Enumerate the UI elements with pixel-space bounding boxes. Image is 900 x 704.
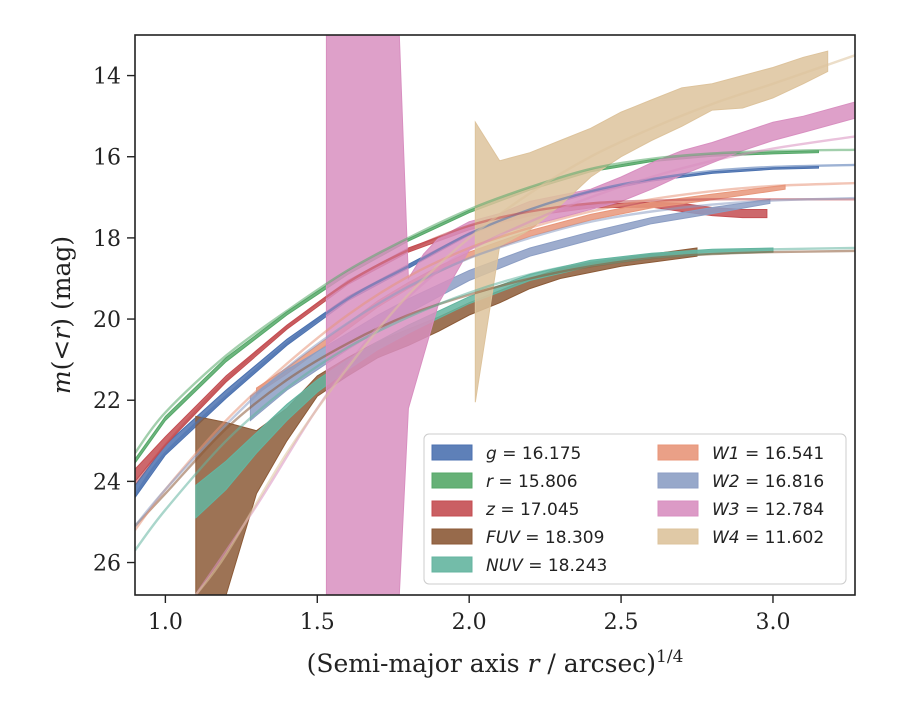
legend: g = 16.175 r = 15.806 z = 17.045 FUV = 18.3… (423, 433, 847, 585)
y-tick-label: 14 (93, 65, 121, 90)
legend-swatch-w1 (657, 444, 699, 461)
legend-item-w1: W1 = 16.541 (657, 444, 824, 464)
legend-swatch-w4 (657, 528, 699, 545)
y-axis-label: m(<r) (mag) (47, 236, 76, 394)
legend-item-w3: W3 = 12.784 (657, 500, 824, 520)
fit-line-w2 (135, 196, 855, 527)
legend-label-w4: W4 = 11.602 (712, 528, 824, 548)
y-tick-label: 16 (93, 146, 121, 171)
legend-swatch-z (431, 500, 473, 517)
legend-label-nuv: NUV = 18.243 (486, 556, 607, 576)
y-tick-label: 26 (93, 552, 121, 577)
y-axis: 14 16 18 20 22 24 26 (93, 65, 135, 577)
legend-item-w4: W4 = 11.602 (657, 528, 824, 548)
x-tick-label: 1.0 (148, 610, 183, 635)
plot-frame (134, 34, 856, 596)
y-tick-label: 24 (93, 470, 121, 495)
y-tick-label: 18 (93, 227, 121, 252)
fit-line-nuv (135, 246, 855, 552)
legend-item-z: z = 17.045 (431, 500, 579, 520)
legend-label-z: z = 17.045 (485, 500, 579, 520)
x-tick-label: 3.0 (755, 610, 790, 635)
legend-box (423, 433, 847, 585)
legend-item-nuv: NUV = 18.243 (431, 556, 607, 576)
legend-swatch-r (431, 472, 473, 489)
fit-lines-layer (135, 54, 855, 595)
legend-swatch-nuv (431, 556, 473, 573)
fit-line-r (135, 148, 855, 454)
x-tick-label: 2.5 (604, 610, 639, 635)
x-axis: 1.0 1.5 2.0 2.5 3.0 (148, 595, 790, 635)
fit-line-w4 (194, 54, 855, 595)
legend-swatch-w2 (657, 472, 699, 489)
legend-item-w2: W2 = 16.816 (657, 472, 824, 492)
legend-swatch-fuv (431, 528, 473, 545)
legend-label-w2: W2 = 16.816 (712, 472, 824, 492)
fit-line-z (135, 198, 855, 485)
legend-label-w3: W3 = 12.784 (712, 500, 824, 520)
fit-line-w1 (135, 181, 855, 531)
legend-label-r: r = 15.806 (486, 472, 578, 492)
legend-swatch-g (431, 444, 473, 461)
legend-label-w1: W1 = 16.541 (712, 444, 824, 464)
y-tick-label: 20 (93, 308, 121, 333)
legend-swatch-w3 (657, 500, 699, 517)
legend-label-g: g = 16.175 (486, 444, 581, 464)
fit-line-fuv (135, 249, 855, 527)
legend-item-fuv: FUV = 18.309 (431, 528, 604, 548)
legend-item-r: r = 15.806 (431, 472, 578, 492)
legend-item-g: g = 16.175 (431, 444, 581, 464)
x-tick-label: 1.5 (300, 610, 335, 635)
x-axis-label: (Semi-major axis r / arcsec)1/4 (307, 647, 684, 678)
y-tick-label: 22 (93, 389, 121, 414)
fit-line-w3 (194, 135, 855, 595)
legend-label-fuv: FUV = 18.309 (486, 528, 604, 548)
fit-line-g (135, 163, 855, 497)
x-tick-label: 2.0 (452, 610, 487, 635)
band-w4 (474, 50, 829, 403)
